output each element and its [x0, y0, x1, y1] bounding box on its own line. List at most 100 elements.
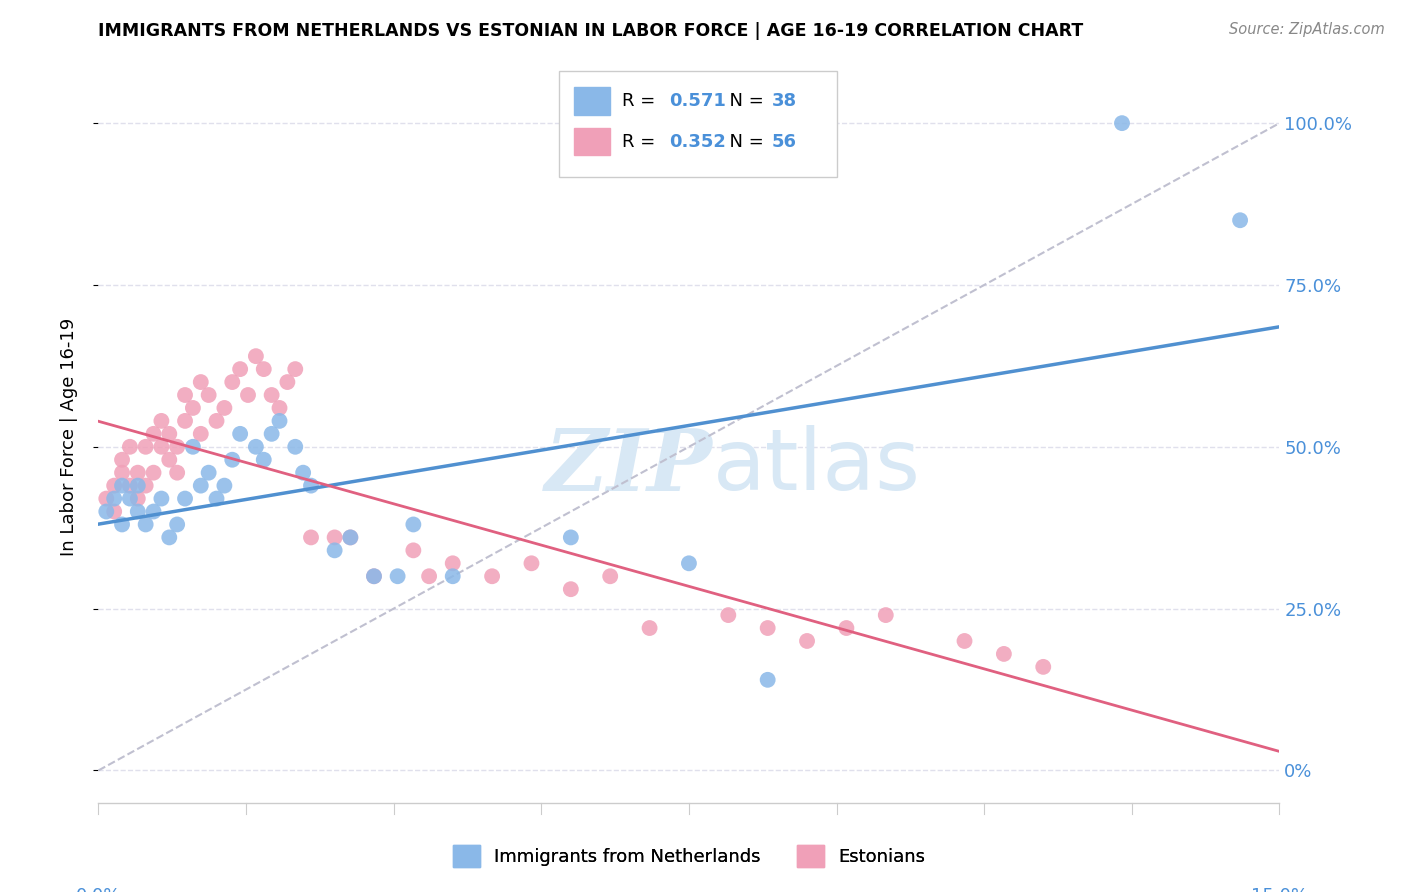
Point — [221, 452, 243, 467]
Point — [103, 504, 125, 518]
Point — [363, 569, 385, 583]
Point — [118, 478, 141, 492]
Point — [253, 362, 276, 376]
Point — [323, 530, 346, 544]
Point — [245, 440, 267, 454]
Text: atlas: atlas — [713, 425, 921, 508]
Point — [174, 388, 197, 402]
Point — [150, 491, 173, 506]
Point — [520, 557, 543, 571]
Point — [111, 478, 134, 492]
Point — [174, 414, 197, 428]
Point — [299, 478, 322, 492]
Point — [284, 362, 307, 376]
Bar — [575, 87, 610, 115]
Text: ZIP: ZIP — [544, 425, 713, 508]
Point — [796, 634, 818, 648]
Point — [717, 608, 740, 623]
Point — [118, 491, 141, 506]
Point — [756, 621, 779, 635]
Point — [111, 517, 134, 532]
Point — [197, 388, 219, 402]
Point — [875, 608, 897, 623]
Point — [135, 440, 157, 454]
Point — [441, 569, 464, 583]
Point — [756, 673, 779, 687]
Point — [197, 466, 219, 480]
Point — [142, 504, 165, 518]
Point — [118, 440, 141, 454]
FancyBboxPatch shape — [560, 71, 837, 178]
Point — [103, 491, 125, 506]
Text: R =: R = — [621, 133, 661, 152]
Point — [253, 452, 276, 467]
Point — [214, 478, 236, 492]
Text: N =: N = — [718, 93, 770, 111]
Point — [190, 426, 212, 441]
Point — [174, 491, 197, 506]
Point — [323, 543, 346, 558]
Text: Source: ZipAtlas.com: Source: ZipAtlas.com — [1229, 22, 1385, 37]
Point — [229, 362, 252, 376]
Point — [269, 401, 291, 415]
Point — [135, 517, 157, 532]
Point — [245, 349, 267, 363]
Point — [402, 543, 425, 558]
Point — [993, 647, 1015, 661]
Point — [127, 491, 149, 506]
Point — [157, 426, 180, 441]
Point — [157, 530, 180, 544]
Point — [1229, 213, 1251, 227]
Point — [135, 478, 157, 492]
Point — [96, 504, 118, 518]
Point — [221, 375, 243, 389]
Point — [157, 452, 180, 467]
Point — [260, 426, 283, 441]
Point — [205, 414, 228, 428]
Point — [190, 478, 212, 492]
Point — [142, 426, 165, 441]
Point — [181, 440, 204, 454]
Text: 0.0%: 0.0% — [76, 887, 121, 892]
Text: 0.352: 0.352 — [669, 133, 725, 152]
Text: 0.571: 0.571 — [669, 93, 725, 111]
Point — [481, 569, 503, 583]
Point — [599, 569, 621, 583]
Point — [835, 621, 858, 635]
Point — [363, 569, 385, 583]
Point — [166, 440, 188, 454]
Point — [260, 388, 283, 402]
Text: 56: 56 — [772, 133, 797, 152]
Point — [166, 466, 188, 480]
Point — [339, 530, 361, 544]
Point — [96, 491, 118, 506]
Point — [150, 440, 173, 454]
Bar — [575, 128, 610, 155]
Point — [387, 569, 409, 583]
Point — [214, 401, 236, 415]
Point — [111, 452, 134, 467]
Point — [1111, 116, 1133, 130]
Text: IMMIGRANTS FROM NETHERLANDS VS ESTONIAN IN LABOR FORCE | AGE 16-19 CORRELATION C: IMMIGRANTS FROM NETHERLANDS VS ESTONIAN … — [98, 22, 1084, 40]
Point — [284, 440, 307, 454]
Point — [339, 530, 361, 544]
Point — [127, 466, 149, 480]
Point — [560, 582, 582, 597]
Point — [142, 466, 165, 480]
Point — [441, 557, 464, 571]
Text: 38: 38 — [772, 93, 797, 111]
Point — [638, 621, 661, 635]
Point — [229, 426, 252, 441]
Point — [678, 557, 700, 571]
Point — [190, 375, 212, 389]
Point — [111, 466, 134, 480]
Point — [299, 530, 322, 544]
Point — [418, 569, 440, 583]
Legend: Immigrants from Netherlands, Estonians: Immigrants from Netherlands, Estonians — [446, 838, 932, 874]
Point — [236, 388, 259, 402]
Point — [181, 401, 204, 415]
Text: N =: N = — [718, 133, 770, 152]
Y-axis label: In Labor Force | Age 16-19: In Labor Force | Age 16-19 — [59, 318, 77, 557]
Text: R =: R = — [621, 93, 661, 111]
Point — [103, 478, 125, 492]
